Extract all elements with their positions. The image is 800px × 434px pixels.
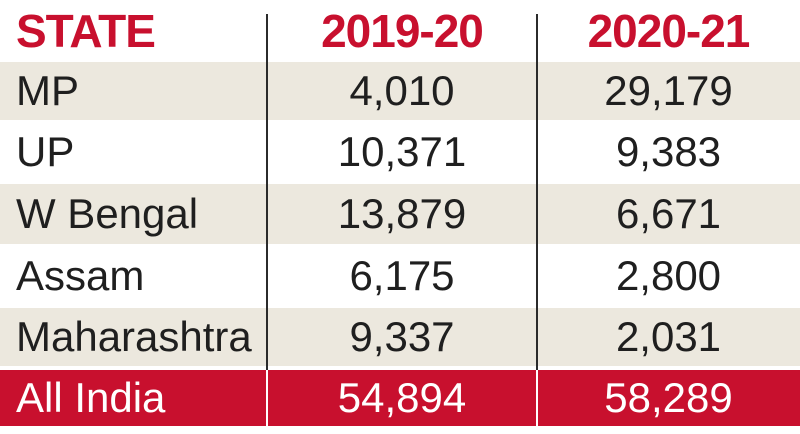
total-label-cell: All India [16, 374, 166, 421]
value-2020-21-cell: 6,671 [615, 190, 722, 237]
total-row: All India 54,894 58,289 [0, 370, 800, 426]
total-2019-20-cell: 54,894 [337, 374, 467, 421]
table-row: UP 10,371 9,383 [0, 122, 800, 182]
table-header: STATE 2019-20 2020-21 [0, 0, 800, 62]
value-2020-21-cell: 29,179 [604, 67, 733, 114]
table-row: Maharashtra 9,337 2,031 [0, 308, 800, 366]
column-divider [536, 14, 538, 424]
value-2019-20-cell: 4,010 [349, 67, 455, 114]
value-2019-20-cell: 13,879 [337, 190, 467, 237]
header-2020-21: 2020-21 [587, 5, 751, 57]
state-cell: UP [16, 128, 75, 175]
total-2020-21-cell: 58,289 [604, 374, 733, 421]
state-cell: Assam [16, 252, 145, 299]
state-cell: MP [16, 67, 79, 114]
total-row-divider [536, 370, 538, 426]
header-state: STATE [16, 5, 156, 57]
header-2019-20: 2019-20 [321, 5, 484, 57]
total-row-divider [266, 370, 268, 426]
value-2019-20-cell: 9,337 [349, 313, 455, 360]
column-divider [266, 14, 268, 424]
value-2020-21-cell: 2,800 [615, 252, 722, 299]
table-row: MP 4,010 29,179 [0, 62, 800, 120]
table-row: Assam 6,175 2,800 [0, 246, 800, 306]
value-2019-20-cell: 10,371 [337, 128, 467, 175]
value-2019-20-cell: 6,175 [349, 252, 455, 299]
table-row: W Bengal 13,879 6,671 [0, 184, 800, 244]
state-cell: W Bengal [16, 190, 199, 237]
value-2020-21-cell: 9,383 [615, 128, 722, 175]
state-cell: Maharashtra [16, 313, 252, 360]
value-2020-21-cell: 2,031 [615, 313, 722, 360]
